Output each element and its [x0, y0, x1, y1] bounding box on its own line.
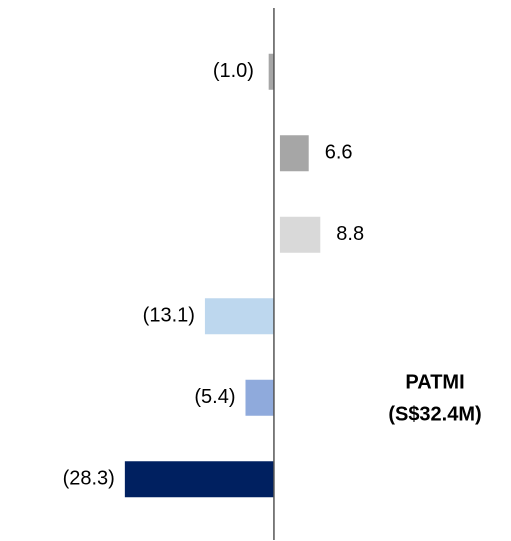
bar	[268, 53, 274, 90]
value-label: (5.4)	[194, 386, 235, 408]
value-label: (28.3)	[63, 468, 115, 490]
value-label: 8.8	[336, 223, 364, 245]
value-label: (1.0)	[213, 60, 254, 82]
annotation: (S$32.4M)	[388, 403, 481, 425]
bar	[204, 298, 274, 335]
bar	[279, 216, 321, 253]
value-label: (13.1)	[143, 305, 195, 327]
bar	[279, 135, 309, 172]
bar	[124, 461, 274, 498]
annotation: PATMI	[405, 371, 464, 393]
value-label: 6.6	[325, 142, 353, 164]
bar	[245, 379, 274, 416]
